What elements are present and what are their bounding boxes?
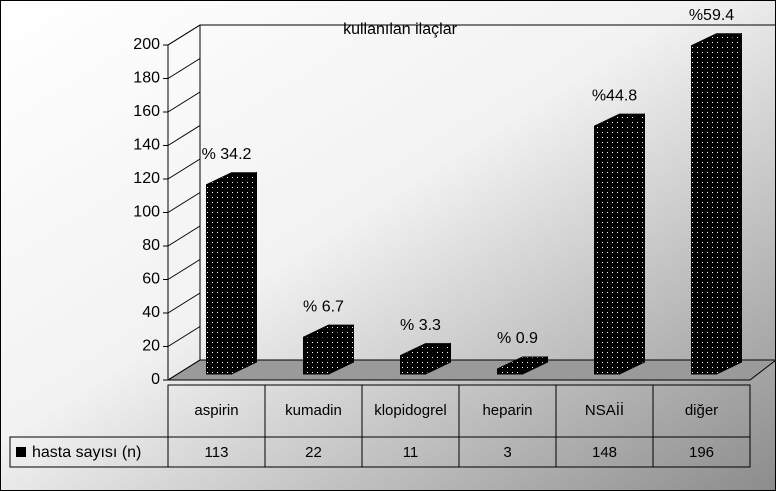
legend-swatch — [16, 447, 26, 457]
x-tick-label: NSAİİ — [585, 401, 624, 419]
grid-line — [167, 326, 201, 347]
legend-label: hasta sayısı (n) — [32, 444, 141, 461]
grid-line — [167, 259, 201, 280]
table-value: 196 — [689, 444, 714, 461]
y-tick-label: 20 — [142, 338, 160, 355]
x-tick-label: diğer — [685, 402, 718, 419]
chart-title: kullanılan ilaçlar — [343, 21, 458, 38]
annotation: % 0.9 — [497, 330, 538, 347]
annotation: %44.8 — [592, 87, 637, 104]
grid-line — [167, 225, 201, 247]
y-tick-label: 200 — [133, 36, 160, 53]
y-tick-label: 120 — [133, 170, 160, 187]
y-tick-label: 60 — [142, 271, 160, 288]
bar-front — [303, 336, 329, 375]
bar-front — [594, 125, 620, 375]
y-tick-label: 140 — [133, 137, 160, 154]
x-tick-label: klopidogrel — [374, 402, 447, 419]
grid-line — [167, 24, 201, 46]
y-tick-label: 0 — [151, 371, 160, 388]
bar — [594, 113, 645, 375]
bar-front — [497, 368, 523, 375]
grid-line — [167, 125, 201, 146]
x-tick-label: aspirin — [194, 402, 238, 419]
y-tick-label: 100 — [133, 204, 160, 221]
y-tick-label: 160 — [133, 103, 160, 120]
bar-side — [231, 171, 257, 375]
bar — [497, 356, 548, 375]
bar-side — [619, 113, 645, 375]
bar-side — [716, 32, 742, 375]
bar-front — [206, 184, 232, 375]
bar — [400, 342, 451, 375]
grid-line — [167, 292, 201, 314]
bar-front — [400, 355, 426, 375]
table-value: 113 — [205, 444, 229, 461]
grid-line — [167, 58, 201, 79]
annotation: % 3.3 — [400, 317, 441, 334]
annotation: %59.4 — [689, 7, 734, 24]
grid-line — [167, 359, 201, 381]
x-tick-label: heparin — [482, 402, 532, 419]
y-tick-label: 180 — [133, 70, 160, 87]
annotation: % 34.2 — [202, 146, 252, 163]
bar — [206, 171, 257, 375]
grid-line — [167, 158, 201, 180]
floor — [166, 359, 776, 381]
grid-line — [167, 192, 201, 213]
table-value: 22 — [305, 444, 322, 461]
table-value: 11 — [403, 444, 419, 461]
annotation: % 6.7 — [303, 298, 344, 315]
x-tick-label: kumadin — [285, 402, 342, 419]
bar — [691, 32, 742, 375]
y-tick-label: 80 — [142, 237, 160, 254]
y-tick-label: 40 — [142, 304, 160, 321]
grid-line — [167, 91, 201, 113]
table-value: 148 — [592, 444, 617, 461]
back-wall — [199, 24, 776, 361]
bar — [303, 324, 354, 375]
table-value: 3 — [503, 444, 511, 461]
bar-front — [691, 45, 717, 375]
